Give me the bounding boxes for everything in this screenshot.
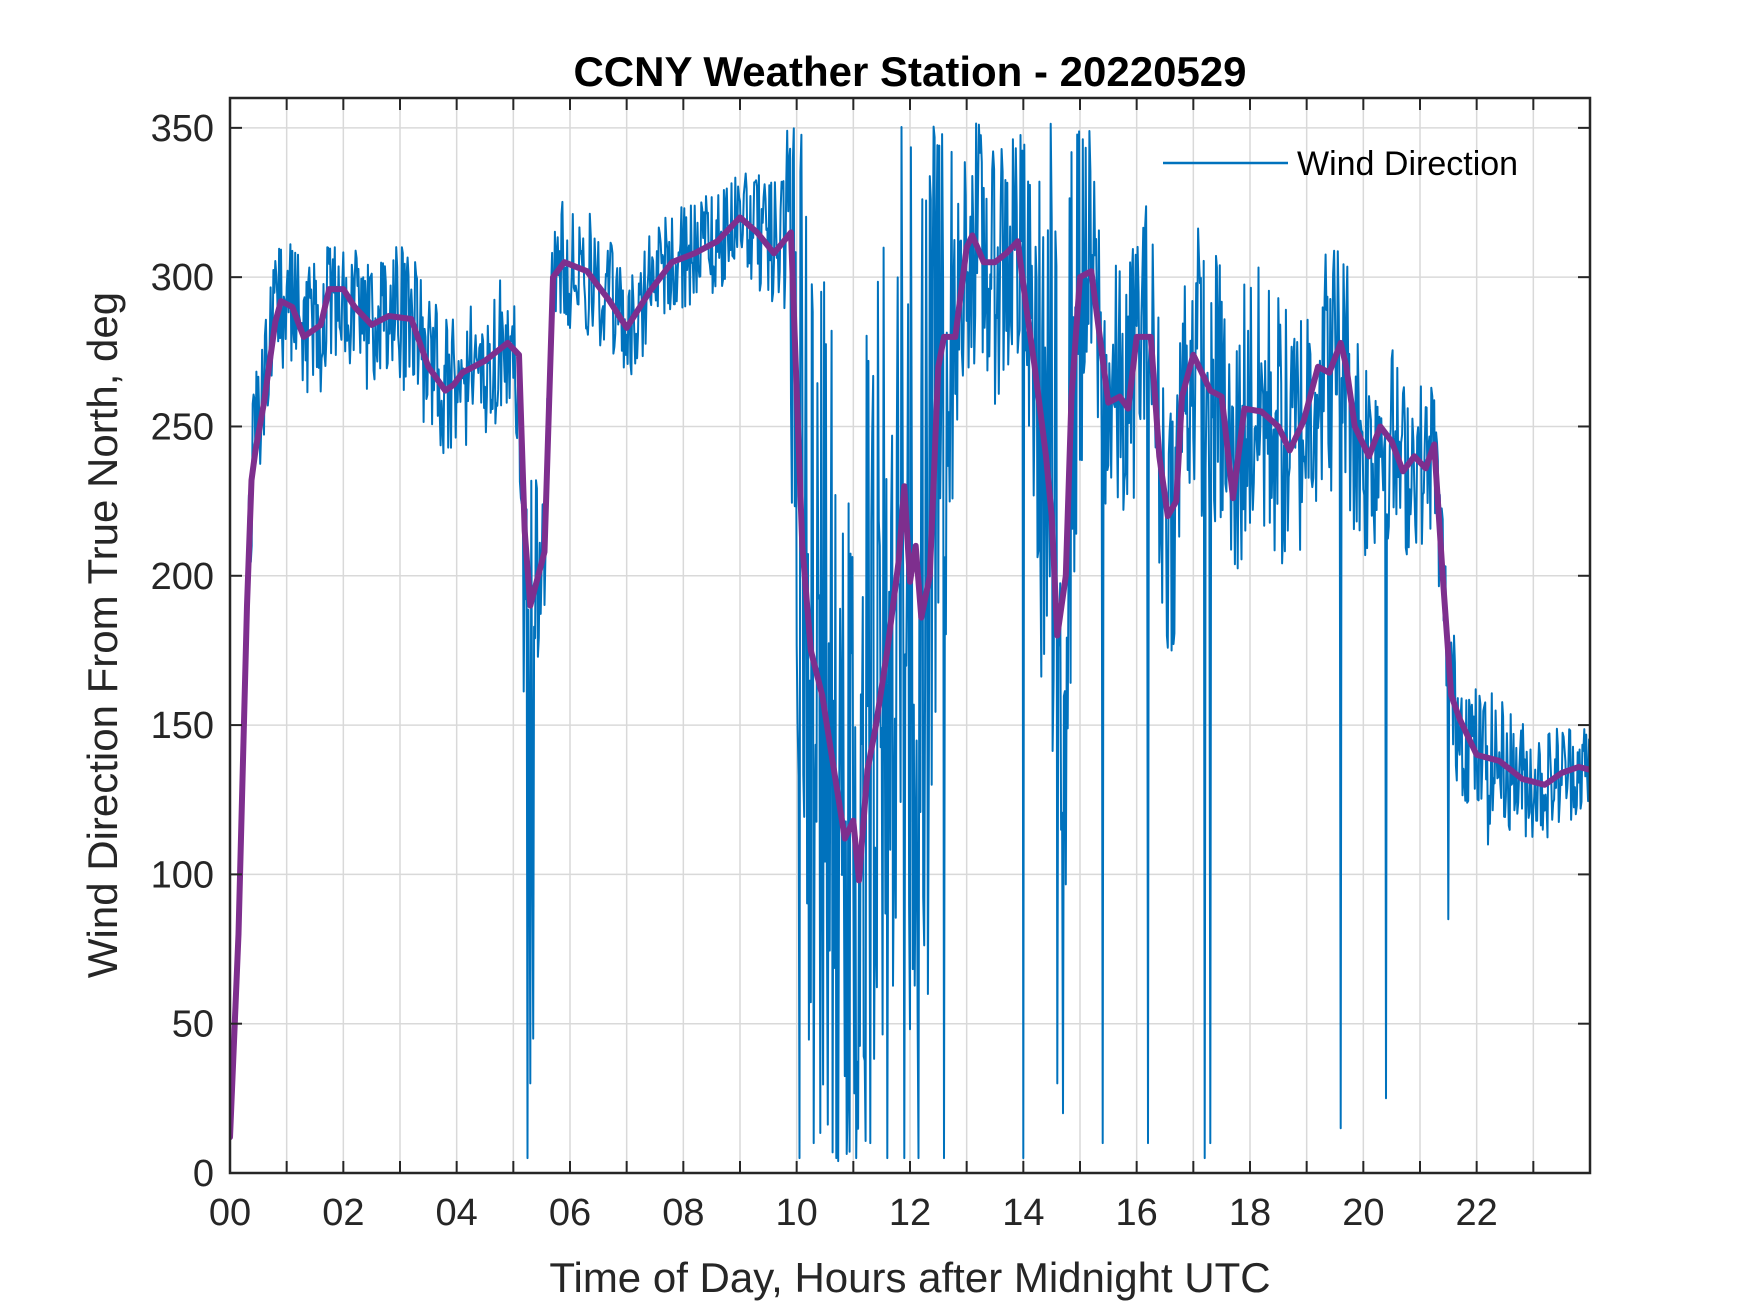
y-tick-label: 50	[172, 1004, 214, 1046]
x-axis-tick-labels: 00 02 04 06 08 10 12 14 16 18 20 22	[209, 1192, 1498, 1234]
x-tick-label: 06	[549, 1192, 591, 1234]
legend: Wind Direction	[1163, 145, 1518, 183]
y-tick-label: 150	[151, 705, 214, 747]
x-tick-label: 22	[1456, 1192, 1498, 1234]
chart-title: CCNY Weather Station - 20220529	[573, 48, 1246, 95]
x-tick-label: 04	[436, 1192, 478, 1234]
y-tick-label: 100	[151, 854, 214, 896]
y-tick-label: 250	[151, 406, 214, 448]
plot-area	[230, 122, 1590, 1163]
y-axis-label: Wind Direction From True North, deg	[79, 292, 126, 978]
axis-ticks	[229, 98, 1590, 1174]
legend-label-wind-direction: Wind Direction	[1297, 145, 1518, 183]
x-tick-label: 10	[776, 1192, 818, 1234]
smoothed-series-line	[230, 214, 1590, 1141]
y-tick-label: 0	[193, 1153, 214, 1195]
y-tick-label: 350	[151, 108, 214, 150]
x-tick-label: 12	[889, 1192, 931, 1234]
y-tick-label: 200	[151, 556, 214, 598]
y-axis-tick-labels: 0 50 100 150 200 250 300 350	[151, 108, 214, 1195]
x-tick-label: 20	[1342, 1192, 1384, 1234]
x-tick-label: 18	[1229, 1192, 1271, 1234]
x-tick-label: 02	[322, 1192, 364, 1234]
x-tick-label: 00	[209, 1192, 251, 1234]
y-tick-label: 300	[151, 257, 214, 299]
x-tick-label: 08	[662, 1192, 704, 1234]
x-tick-label: 16	[1116, 1192, 1158, 1234]
x-tick-label: 14	[1002, 1192, 1044, 1234]
x-axis-label: Time of Day, Hours after Midnight UTC	[549, 1254, 1270, 1301]
